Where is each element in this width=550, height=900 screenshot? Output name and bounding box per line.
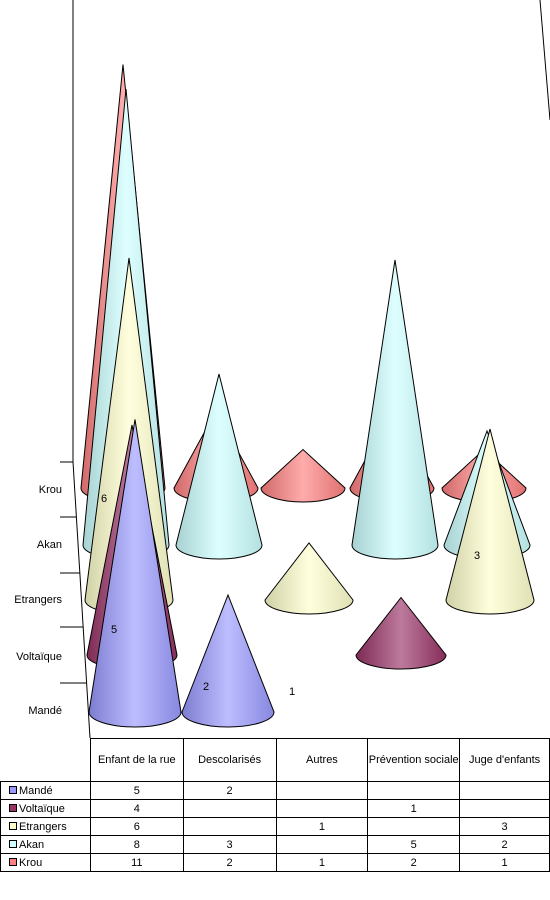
cell-etrangers-enfant-de-la-rue: 6 <box>89 817 184 836</box>
chart-frame <box>60 0 550 739</box>
row-header-voltaique: Voltaïque <box>0 799 91 818</box>
cone-akan-prevention-sociale <box>351 259 439 560</box>
cell-etrangers-juge-d-enfants: 3 <box>459 817 550 836</box>
data-label-etrangers-juge-d-enfants: 3 <box>474 550 480 562</box>
cone-mande-enfant-de-la-rue <box>88 419 182 728</box>
legend-label: Akan <box>19 838 45 851</box>
row-header-akan: Akan <box>0 835 91 854</box>
cell-akan-prevention-sociale: 5 <box>367 835 461 854</box>
cell-krou-enfant-de-la-rue: 11 <box>89 853 184 872</box>
cell-etrangers-descolarises <box>182 817 277 836</box>
cone-mande-descolarises <box>181 593 275 728</box>
data-label-etrangers-enfant-de-la-rue: 6 <box>101 493 107 505</box>
data-table-header: Enfant de la rue Descolarisés Autres Préven… <box>1 738 550 782</box>
data-label-voltaique-prevention-sociale: 1 <box>289 686 295 698</box>
legend-swatch-krou <box>9 857 17 866</box>
legend-swatch-etrangers <box>9 821 17 830</box>
data-table-wrapper: Enfant de la rue Descolarisés Autres Préven… <box>0 738 550 872</box>
data-label-mande-enfant-de-la-rue: 5 <box>111 624 117 636</box>
cell-krou-juge-d-enfants: 1 <box>459 853 550 872</box>
cone-chart: Mandé Voltaïque Etrangers Akan Krou 5 2 1 6 3 <box>14 0 550 739</box>
legend-label: Krou <box>19 856 43 869</box>
legend-label: Mandé <box>19 784 53 797</box>
row-header-krou: Krou <box>0 853 91 872</box>
data-table-corner <box>1 739 91 782</box>
cell-voltaique-enfant-de-la-rue: 4 <box>89 799 184 818</box>
legend-swatch-mande <box>9 785 17 794</box>
series-label-etrangers: Etrangers <box>14 594 62 606</box>
table-row: Voltaïque 4 1 <box>0 799 550 818</box>
legend-swatch-voltaique <box>9 803 17 812</box>
row-header-etrangers: Etrangers <box>0 817 91 836</box>
cell-etrangers-prevention-sociale <box>367 817 461 836</box>
legend-swatch-akan <box>9 839 17 848</box>
data-label-mande-descolarises: 2 <box>203 681 209 693</box>
cell-etrangers-autres: 1 <box>275 817 369 836</box>
table-row: Krou 11 2 1 2 1 <box>0 853 550 872</box>
data-labels: 5 2 1 6 3 <box>101 493 480 698</box>
series-label-krou: Krou <box>39 484 62 496</box>
series-label-mande: Mandé <box>28 705 62 717</box>
cell-krou-autres: 1 <box>275 853 369 872</box>
cell-mande-descolarises: 2 <box>182 781 277 800</box>
column-header-juge-d-enfants: Juge d'enfants <box>459 738 550 782</box>
data-table-body: Mandé 5 2 Voltaïque 4 1 Etrangers 6 1 3 Akan 8 3 5 2 Kr… <box>0 781 550 872</box>
cell-mande-autres <box>275 781 369 800</box>
cell-mande-enfant-de-la-rue: 5 <box>89 781 184 800</box>
cone-akan-descolarises <box>175 373 263 560</box>
row-header-mande: Mandé <box>0 781 91 800</box>
cell-krou-prevention-sociale: 2 <box>367 853 461 872</box>
cell-mande-juge-d-enfants <box>459 781 550 800</box>
series-axis-labels: Mandé Voltaïque Etrangers Akan Krou <box>14 484 62 717</box>
legend-label: Voltaïque <box>19 802 65 815</box>
column-header-descolarises: Descolarisés <box>182 738 277 782</box>
cone-voltaique-prevention-sociale <box>355 596 447 670</box>
column-header-enfant-de-la-rue: Enfant de la rue <box>89 738 184 782</box>
series-label-voltaique: Voltaïque <box>16 651 62 663</box>
cell-voltaique-prevention-sociale: 1 <box>367 799 461 818</box>
column-header-prevention-sociale: Prévention sociale <box>367 738 461 782</box>
data-table: Enfant de la rue Descolarisés Autres Préven… <box>0 738 550 872</box>
cell-voltaique-autres <box>275 799 369 818</box>
cell-voltaique-descolarises <box>182 799 277 818</box>
cone-krou-autres <box>260 448 346 503</box>
cell-voltaique-juge-d-enfants <box>459 799 550 818</box>
cone-etrangers-autres <box>264 542 354 615</box>
cell-akan-autres <box>275 835 369 854</box>
table-row: Etrangers 6 1 3 <box>0 817 550 836</box>
series-label-akan: Akan <box>37 539 62 551</box>
table-row: Mandé 5 2 <box>0 781 550 800</box>
cell-akan-juge-d-enfants: 2 <box>459 835 550 854</box>
legend-label: Etrangers <box>19 820 67 833</box>
cone-etrangers-juge-d-enfants <box>445 428 535 615</box>
cell-akan-descolarises: 3 <box>182 835 277 854</box>
cell-krou-descolarises: 2 <box>182 853 277 872</box>
table-row: Akan 8 3 5 2 <box>0 835 550 854</box>
cell-akan-enfant-de-la-rue: 8 <box>89 835 184 854</box>
cone-marks <box>80 64 535 728</box>
column-header-autres: Autres <box>275 738 369 782</box>
cell-mande-prevention-sociale <box>367 781 461 800</box>
